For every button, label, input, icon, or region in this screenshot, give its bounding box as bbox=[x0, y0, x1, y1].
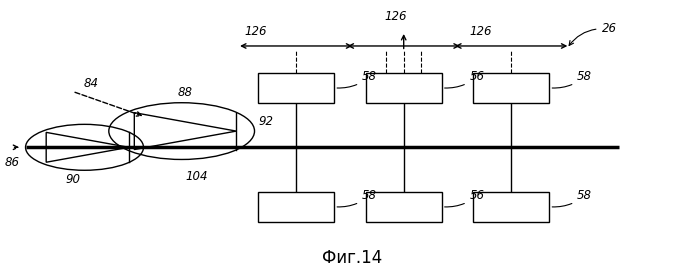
Text: Фиг.14: Фиг.14 bbox=[321, 249, 382, 267]
Bar bbox=[258, 73, 335, 103]
Text: 104: 104 bbox=[185, 170, 207, 183]
Text: 56: 56 bbox=[444, 70, 484, 88]
Text: 126: 126 bbox=[470, 25, 492, 38]
Bar bbox=[473, 73, 550, 103]
Text: 86: 86 bbox=[5, 156, 20, 169]
Text: 58: 58 bbox=[337, 70, 377, 88]
Text: 126: 126 bbox=[384, 10, 407, 23]
Text: 58: 58 bbox=[337, 189, 377, 207]
Text: 84: 84 bbox=[83, 77, 98, 90]
Text: 126: 126 bbox=[244, 25, 267, 38]
Text: 90: 90 bbox=[65, 173, 80, 186]
Text: 26: 26 bbox=[569, 22, 617, 45]
Text: 58: 58 bbox=[552, 189, 592, 207]
Text: 88: 88 bbox=[178, 86, 193, 99]
Text: 56: 56 bbox=[444, 189, 484, 207]
Text: 92: 92 bbox=[258, 115, 273, 128]
Bar bbox=[365, 73, 442, 103]
Text: 58: 58 bbox=[552, 70, 592, 88]
Bar bbox=[365, 192, 442, 222]
Bar bbox=[258, 192, 335, 222]
Bar bbox=[473, 192, 550, 222]
